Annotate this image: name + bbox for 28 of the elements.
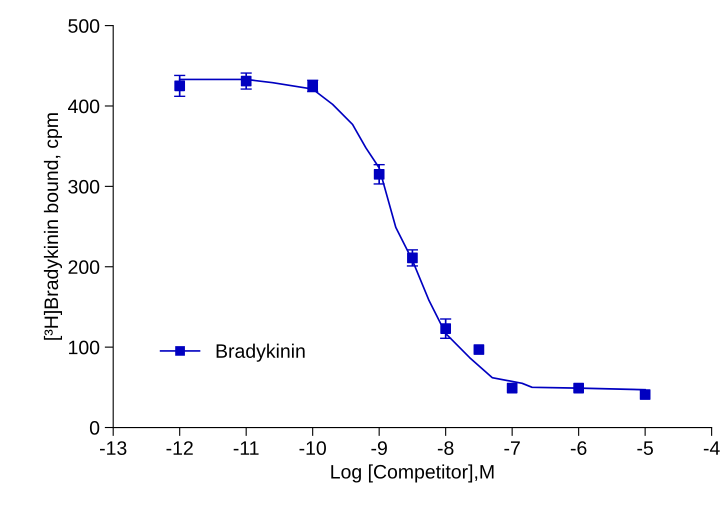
y-tick-label: 400: [68, 99, 100, 114]
y-tick-label: 200: [68, 260, 100, 274]
point: [440, 323, 452, 334]
y-tick-label: 300: [68, 180, 100, 194]
y-axis-title: [³H]Bradykinin bound, cpm: [44, 113, 62, 340]
point: [240, 76, 252, 86]
point: [573, 382, 584, 394]
x-tick-label: -7: [504, 441, 520, 455]
point: [407, 252, 418, 264]
x-tick-label: -10: [299, 441, 326, 455]
x-axis-title: Log [Competitor],M: [331, 464, 494, 483]
x-tick-label: -6: [570, 441, 586, 455]
point: [374, 168, 385, 180]
x-tick-label: -9: [371, 441, 387, 455]
x-tick-label: -11: [234, 441, 259, 455]
point: [474, 344, 484, 355]
legend-label: Bradykinin: [216, 344, 305, 362]
x-tick-label: -5: [637, 441, 653, 455]
x-tick-label: -13: [100, 441, 126, 455]
y-tick-label: 500: [68, 19, 100, 33]
point: [640, 389, 650, 400]
y-tick-label: 100: [69, 340, 100, 354]
y-tick-label: 0: [90, 420, 100, 435]
point: [506, 382, 518, 394]
x-tick-label: -12: [166, 441, 193, 455]
x-tick-label: -8: [438, 441, 454, 455]
point: [174, 80, 186, 92]
x-tick-label: -4: [704, 441, 720, 455]
